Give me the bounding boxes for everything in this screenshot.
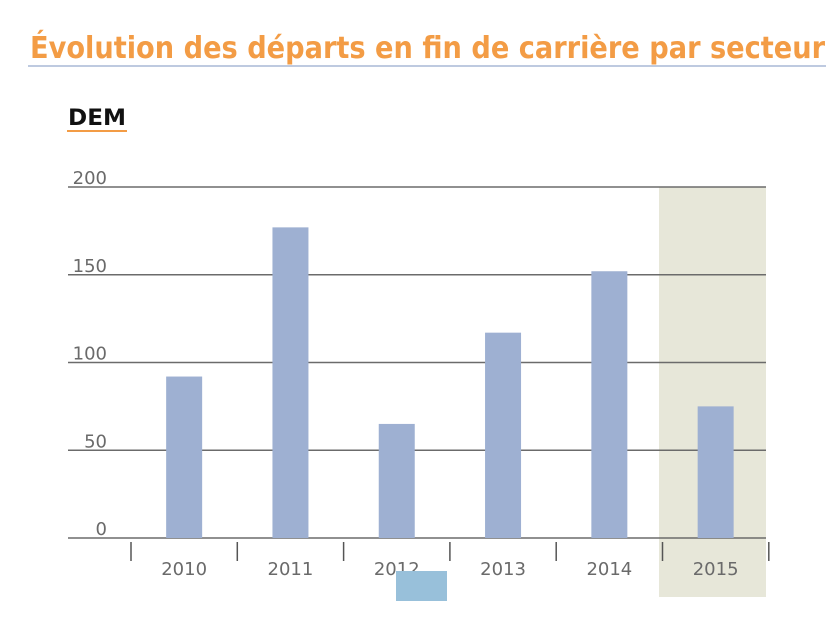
bar-2014 — [591, 271, 628, 538]
y-tick-label: 200 — [73, 168, 107, 189]
y-tick-label: 50 — [84, 431, 107, 452]
y-tick-label: 150 — [73, 256, 107, 277]
x-tick-label: 2015 — [693, 559, 739, 580]
legend-swatch — [396, 571, 447, 601]
x-tick-label: 2011 — [268, 559, 314, 580]
x-tick-label: 2014 — [586, 559, 632, 580]
chart-title: Évolution des départs en fin de carrière… — [30, 30, 825, 66]
y-tick-label: 100 — [73, 344, 107, 365]
bar-2013 — [485, 332, 522, 538]
x-tick-label: 2013 — [480, 559, 526, 580]
bar-2010 — [166, 376, 203, 538]
chart-subtitle: DEM — [68, 106, 126, 131]
y-tick-label: 0 — [96, 519, 107, 540]
bar-2011 — [272, 227, 309, 539]
x-tick-label: 2010 — [161, 559, 207, 580]
bar-2012 — [378, 423, 415, 538]
bar-2015 — [697, 406, 734, 538]
